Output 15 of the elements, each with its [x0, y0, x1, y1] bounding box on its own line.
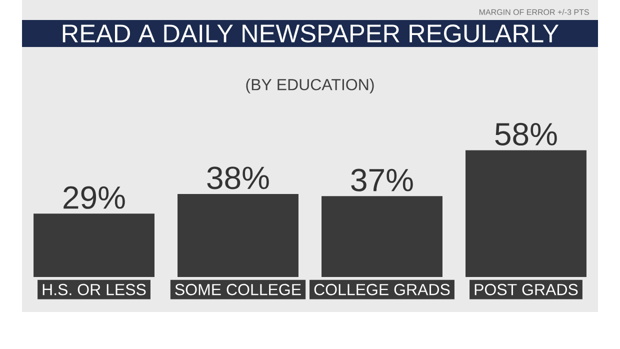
bar: [322, 196, 442, 277]
bar: [466, 150, 586, 277]
text: MARGIN OF ERROR +/-3 PTS: [479, 9, 589, 15]
chart-subtitle: (BY EDUCATION): [246, 78, 374, 94]
chart-title: READ A DAILY NEWSPAPER REGULARLY: [62, 24, 559, 42]
data-label: 37%: [351, 168, 413, 192]
data-label: 38%: [207, 166, 269, 190]
x-tick-label: COLLEGE GRADS: [314, 284, 450, 296]
data-label: 58%: [495, 122, 557, 146]
bar: [34, 214, 154, 277]
x-tick-label: SOME COLLEGE: [175, 284, 301, 296]
x-tick-label: H.S. OR LESS: [42, 284, 146, 296]
x-tick-label: POST GRADS: [474, 284, 578, 296]
data-label: 29%: [64, 186, 125, 209]
bar: [178, 194, 298, 277]
